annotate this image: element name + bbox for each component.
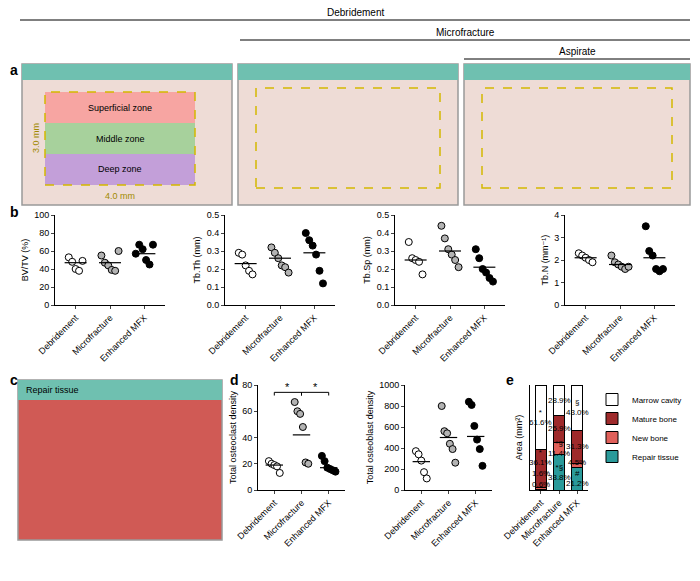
svg-text:Enhanced MFX: Enhanced MFX: [608, 313, 659, 364]
svg-text:Deep zone: Deep zone: [98, 164, 142, 174]
svg-text:0.0: 0.0: [207, 300, 220, 310]
svg-text:Tb.N (mm⁻¹): Tb.N (mm⁻¹): [540, 235, 550, 286]
svg-text:2: 2: [554, 255, 559, 265]
svg-text:80: 80: [242, 380, 252, 390]
svg-text:3: 3: [554, 233, 559, 243]
svg-text:0.1: 0.1: [207, 282, 220, 292]
svg-text:Enhanced MFX: Enhanced MFX: [531, 498, 582, 549]
svg-text:c: c: [10, 372, 18, 388]
svg-text:Aspirate: Aspirate: [559, 46, 596, 57]
svg-text:e: e: [506, 372, 514, 388]
svg-text:Microfracture: Microfracture: [519, 498, 563, 542]
svg-text:4.0 mm: 4.0 mm: [105, 191, 135, 201]
svg-text:0.5: 0.5: [377, 210, 390, 220]
svg-text:0.2: 0.2: [207, 264, 220, 274]
svg-text:Enhanced MFX: Enhanced MFX: [98, 313, 149, 364]
svg-text:25.9%: 25.9%: [548, 424, 571, 433]
svg-text:0: 0: [554, 300, 559, 310]
svg-text:60: 60: [39, 246, 49, 256]
svg-text:400: 400: [384, 443, 399, 453]
svg-text:Microfracture: Microfracture: [409, 498, 453, 542]
svg-text:Area (mm²): Area (mm²): [514, 415, 524, 461]
svg-text:600: 600: [384, 422, 399, 432]
svg-text:Microfracture: Microfracture: [410, 313, 454, 357]
svg-text:Debridement: Debridement: [327, 7, 384, 18]
svg-text:#21.2%: #21.2%: [566, 469, 589, 488]
svg-text:200: 200: [384, 464, 399, 474]
svg-text:*§11.4%: *§11.4%: [548, 439, 570, 458]
svg-text:Microfracture: Microfracture: [580, 313, 624, 357]
svg-text:Middle zone: Middle zone: [96, 134, 145, 144]
svg-text:New bone: New bone: [632, 434, 669, 443]
svg-text:4: 4: [554, 210, 559, 220]
svg-text:0.4: 0.4: [377, 228, 390, 238]
svg-text:1: 1: [554, 278, 559, 288]
svg-text:0.6%: 0.6%: [532, 480, 550, 489]
svg-text:*: *: [313, 381, 318, 393]
svg-text:Microfracture: Microfracture: [436, 27, 495, 38]
svg-text:Marrow cavity: Marrow cavity: [632, 396, 681, 405]
svg-text:Enhanced MFX: Enhanced MFX: [282, 498, 333, 549]
svg-text:Repair tissue: Repair tissue: [632, 453, 679, 462]
svg-text:100: 100: [34, 210, 49, 220]
svg-text:Debridement: Debridement: [382, 497, 426, 541]
svg-text:Debridement: Debridement: [502, 497, 546, 541]
svg-text:4.5%: 4.5%: [568, 458, 586, 467]
svg-text:40: 40: [39, 264, 49, 274]
svg-text:*61.6%: *61.6%: [529, 408, 552, 427]
svg-text:1000: 1000: [379, 380, 399, 390]
svg-text:Enhanced MFX: Enhanced MFX: [438, 313, 489, 364]
svg-text:Tb.Sp (mm): Tb.Sp (mm): [362, 236, 372, 284]
svg-text:40: 40: [242, 433, 252, 443]
svg-text:80: 80: [39, 228, 49, 238]
svg-text:§43.0%: §43.0%: [566, 398, 589, 417]
svg-text:*36.1%: *36.1%: [529, 448, 552, 467]
svg-text:Debridement: Debridement: [235, 497, 279, 541]
svg-text:0.3: 0.3: [207, 246, 220, 256]
svg-text:800: 800: [384, 401, 399, 411]
svg-text:BV/TV (%): BV/TV (%): [20, 239, 30, 282]
svg-text:0.2: 0.2: [377, 264, 390, 274]
svg-text:Superficial zone: Superficial zone: [88, 103, 152, 113]
svg-text:0.1: 0.1: [377, 282, 390, 292]
svg-text:b: b: [10, 204, 19, 220]
svg-text:3.0 mm: 3.0 mm: [31, 123, 41, 153]
svg-text:Tb.Th (mm): Tb.Th (mm): [192, 237, 202, 284]
svg-text:0.0: 0.0: [377, 300, 390, 310]
svg-text:20: 20: [39, 282, 49, 292]
svg-text:Microfracture: Microfracture: [70, 313, 114, 357]
svg-text:Total osteoclast density: Total osteoclast density: [228, 390, 238, 484]
svg-text:Enhanced MFX: Enhanced MFX: [429, 498, 480, 549]
svg-text:Repair tissue: Repair tissue: [26, 385, 79, 395]
svg-text:d: d: [230, 372, 239, 388]
svg-text:20: 20: [242, 459, 252, 469]
svg-text:60: 60: [242, 406, 252, 416]
svg-text:0.3: 0.3: [377, 246, 390, 256]
svg-text:Microfracture: Microfracture: [240, 313, 284, 357]
svg-text:28.9%: 28.9%: [548, 396, 571, 405]
svg-text:0.5: 0.5: [207, 210, 220, 220]
svg-text:Debridement: Debridement: [37, 312, 81, 356]
svg-text:0: 0: [247, 485, 252, 495]
svg-text:Debridement: Debridement: [547, 312, 591, 356]
svg-text:Mature bone: Mature bone: [632, 415, 677, 424]
svg-text:Enhanced MFX: Enhanced MFX: [268, 313, 319, 364]
svg-text:Microfracture: Microfracture: [262, 498, 306, 542]
svg-text:0: 0: [44, 300, 49, 310]
svg-text:a: a: [10, 62, 18, 78]
svg-text:0.4: 0.4: [207, 228, 220, 238]
svg-text:Debridement: Debridement: [377, 312, 421, 356]
svg-text:Debridement: Debridement: [207, 312, 251, 356]
svg-text:1.6%: 1.6%: [532, 469, 550, 478]
svg-text:31.3%: 31.3%: [566, 442, 589, 451]
svg-text:*: *: [285, 381, 290, 393]
svg-text:0: 0: [394, 485, 399, 495]
svg-text:Total osteoblast density: Total osteoblast density: [365, 390, 375, 484]
svg-text:*§33.8%: *§33.8%: [548, 463, 571, 482]
